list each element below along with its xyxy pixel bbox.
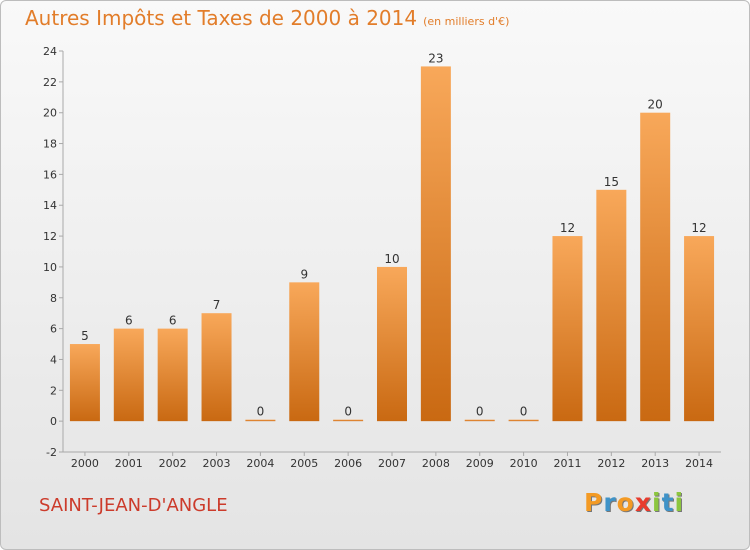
- bar-2000: [69, 344, 100, 422]
- data-label-2011: 12: [560, 221, 575, 235]
- data-label-2008: 23: [428, 51, 443, 65]
- y-tick-label: 6: [50, 323, 57, 336]
- x-tick-label: 2000: [71, 457, 99, 470]
- data-label-2000: 5: [81, 329, 89, 343]
- x-tick-label: 2013: [641, 457, 669, 470]
- x-tick-label: 2006: [334, 457, 362, 470]
- bar-2004: [245, 419, 276, 422]
- city-name: SAINT-JEAN-D'ANGLE: [39, 495, 228, 516]
- data-labels: 5 6 6 7 0 9 0 10 23 0 0 12 15 20 12: [81, 51, 707, 418]
- bar-2012: [596, 189, 627, 422]
- y-tick-label: 12: [43, 230, 57, 243]
- data-label-2009: 0: [476, 405, 484, 419]
- data-label-2006: 0: [344, 405, 352, 419]
- bar-2011: [552, 236, 583, 422]
- x-tick-label: 2008: [422, 457, 450, 470]
- bar-2010: [508, 419, 539, 422]
- logo-letter: P: [584, 488, 604, 517]
- unit-text: (en milliers d'€): [423, 15, 510, 28]
- bar-2008: [420, 66, 451, 422]
- x-tick-label: 2007: [378, 457, 406, 470]
- y-tick-label: 10: [43, 261, 57, 274]
- proxiti-logo: Proxiti: [584, 488, 684, 517]
- logo-letter: i: [652, 488, 662, 517]
- y-tick-label: 16: [43, 168, 57, 181]
- data-label-2007: 10: [384, 252, 399, 266]
- bar-2014: [684, 236, 715, 422]
- x-tick-label: 2009: [466, 457, 494, 470]
- x-tick-label: 2003: [203, 457, 231, 470]
- bar-2002: [157, 328, 188, 422]
- data-label-2004: 0: [257, 405, 265, 419]
- logo-letter: x: [634, 488, 652, 517]
- bar-2006: [333, 419, 364, 422]
- y-tick-label: 4: [50, 353, 57, 366]
- data-label-2013: 20: [648, 98, 663, 112]
- x-tick-label: 2005: [290, 457, 318, 470]
- data-label-2005: 9: [300, 267, 308, 281]
- logo-letter: r: [603, 488, 617, 517]
- bar-2013: [640, 112, 671, 422]
- bars: [69, 66, 715, 422]
- x-tick-label: 2011: [553, 457, 581, 470]
- y-tick-label: 2: [50, 384, 57, 397]
- y-tick-label: 20: [43, 107, 57, 120]
- y-tick-label: 8: [50, 292, 57, 305]
- x-tick-label: 2014: [685, 457, 713, 470]
- bar-2009: [464, 419, 495, 422]
- y-tick-label: 22: [43, 76, 57, 89]
- logo-letter: t: [661, 488, 675, 517]
- data-label-2002: 6: [169, 314, 177, 328]
- x-tick-label: 2012: [597, 457, 625, 470]
- y-tick-label: 14: [43, 199, 57, 212]
- data-label-2010: 0: [520, 405, 528, 419]
- data-label-2012: 15: [604, 175, 619, 189]
- x-tick-label: 2004: [246, 457, 274, 470]
- logo-letter: i: [674, 488, 685, 517]
- chart-title: Autres Impôts et Taxes de 2000 à 2014 (en…: [25, 6, 509, 30]
- logo-letter: o: [616, 488, 635, 517]
- bar-2001: [113, 328, 144, 422]
- bar-2007: [377, 266, 407, 422]
- x-tick-label: 2010: [510, 457, 538, 470]
- data-label-2014: 12: [691, 221, 706, 235]
- bar-2003: [201, 313, 232, 422]
- y-tick-label: 0: [50, 415, 57, 428]
- y-tick-label: 24: [43, 45, 57, 58]
- title-text: Autres Impôts et Taxes de 2000 à 2014: [25, 6, 418, 30]
- x-tick-label: 2001: [115, 457, 143, 470]
- x-tick-label: 2002: [159, 457, 187, 470]
- y-tick-label: 18: [43, 138, 57, 151]
- y-tick-label: -2: [46, 446, 57, 459]
- data-label-2001: 6: [125, 314, 133, 328]
- data-label-2003: 7: [213, 298, 221, 312]
- bar-2005: [289, 282, 320, 422]
